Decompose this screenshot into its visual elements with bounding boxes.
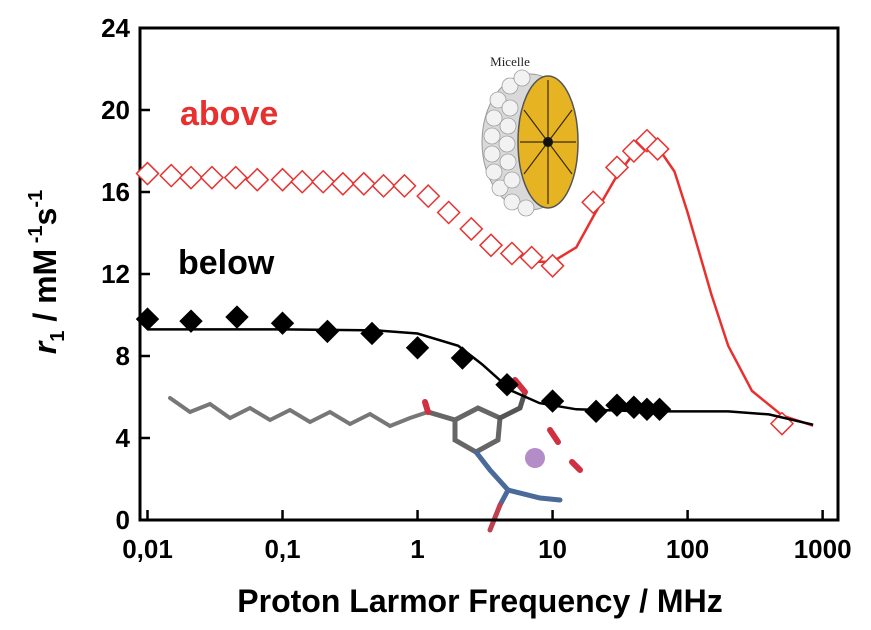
- annotation: Micelle: [490, 54, 530, 69]
- data-point: [581, 190, 606, 215]
- data-point: [311, 169, 336, 194]
- x-tick-label: 0,01: [122, 534, 173, 564]
- data-point: [270, 311, 295, 335]
- data-point: [290, 169, 315, 194]
- y-label-part: -1: [25, 190, 47, 208]
- x-tick-label: 1000: [794, 534, 852, 564]
- x-tick-label: 0,1: [264, 534, 300, 564]
- y-tick-label: 24: [101, 13, 130, 43]
- y-tick-label: 12: [101, 259, 130, 289]
- series-label: below: [178, 244, 275, 282]
- data-point: [450, 346, 475, 370]
- micelle-illustration: [481, 69, 579, 217]
- data-point: [647, 397, 672, 422]
- data-point: [223, 165, 248, 190]
- y-label-part: -1: [25, 225, 47, 248]
- fit-curve: [531, 143, 814, 427]
- data-point: [605, 393, 629, 417]
- y-label-part: s: [27, 208, 63, 226]
- data-point: [392, 173, 417, 198]
- data-point: [540, 253, 565, 278]
- data-point: [330, 171, 355, 196]
- data-point: [199, 165, 224, 190]
- molecule-illustration: [168, 377, 583, 533]
- y-label-part: 1: [47, 331, 69, 342]
- data-point: [179, 309, 203, 333]
- data-point: [519, 245, 544, 270]
- data-point: [225, 305, 249, 329]
- data-point: [135, 307, 160, 331]
- data-point: [270, 167, 295, 192]
- data-point: [478, 233, 504, 258]
- y-axis-label: r1 / mM -1s-1: [25, 190, 69, 354]
- y-tick-label: 4: [116, 423, 131, 453]
- x-tick-label: 1: [410, 534, 424, 564]
- y-tick-label: 20: [101, 95, 130, 125]
- y-label-part: r: [27, 340, 63, 354]
- y-tick-label: 0: [116, 505, 130, 535]
- data-point: [178, 165, 204, 190]
- data-point: [351, 171, 376, 196]
- x-tick-label: 100: [666, 534, 709, 564]
- data-point: [436, 200, 461, 225]
- data-point: [159, 163, 184, 188]
- data-point: [245, 167, 270, 192]
- data-point: [405, 336, 430, 360]
- data-point: [459, 216, 484, 241]
- data-point: [360, 321, 384, 346]
- y-label-part: / mM: [27, 249, 63, 331]
- data-point: [371, 173, 396, 198]
- y-tick-label: 8: [116, 341, 130, 371]
- data-point: [315, 319, 340, 344]
- data-point: [621, 138, 646, 164]
- data-point: [135, 161, 160, 186]
- y-tick-label: 16: [101, 177, 130, 207]
- data-point: [416, 184, 441, 209]
- data-point: [604, 155, 630, 180]
- x-tick-label: 10: [538, 534, 567, 564]
- data-point: [645, 136, 670, 162]
- data-point: [584, 399, 608, 424]
- data-point: [499, 241, 524, 266]
- data-point: [540, 389, 565, 413]
- data-point: [495, 372, 519, 397]
- x-axis-label: Proton Larmor Frequency / MHz: [237, 583, 722, 619]
- series-label: above: [180, 95, 278, 133]
